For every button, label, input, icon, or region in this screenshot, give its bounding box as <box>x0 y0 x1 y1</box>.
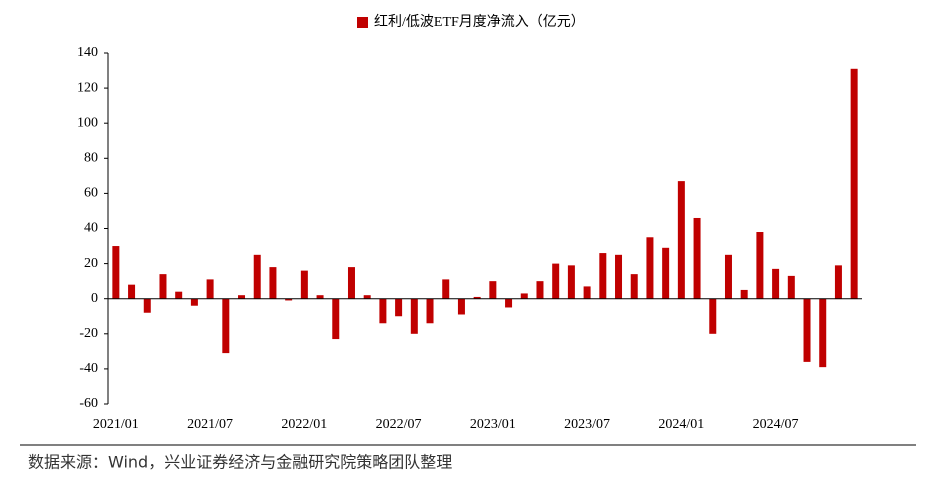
bar <box>473 296 481 299</box>
y-tick-label: 40 <box>84 221 98 236</box>
bar <box>693 217 701 299</box>
y-tick-label: 20 <box>84 256 98 271</box>
bar <box>787 275 795 299</box>
bar <box>552 263 560 299</box>
bar <box>772 268 780 299</box>
y-tick-label: -20 <box>79 326 98 341</box>
bar <box>128 284 136 299</box>
bar <box>599 253 607 299</box>
bar <box>363 295 371 299</box>
bar <box>803 298 811 362</box>
bar <box>112 246 120 299</box>
bar <box>709 298 717 334</box>
bar <box>646 237 654 299</box>
bar <box>536 281 544 299</box>
bar <box>489 281 497 299</box>
x-tick-label: 2022/01 <box>281 417 327 432</box>
bar <box>850 68 858 299</box>
bar <box>630 274 638 299</box>
bar <box>316 295 324 299</box>
bar <box>615 254 623 299</box>
x-tick-label: 2023/07 <box>564 417 610 432</box>
bar <box>190 298 198 306</box>
bar <box>269 267 277 299</box>
bar <box>724 254 732 299</box>
legend-label: 红利/低波ETF月度净流入（亿元） <box>374 14 585 30</box>
bar <box>238 295 246 299</box>
bar <box>819 298 827 368</box>
bar <box>662 247 670 299</box>
bar <box>426 298 434 324</box>
y-tick-label: 100 <box>77 115 98 130</box>
x-tick-label: 2024/01 <box>658 417 704 432</box>
x-tick-label: 2023/01 <box>470 417 516 432</box>
bar <box>677 181 685 299</box>
bar <box>756 232 764 299</box>
bar <box>457 298 465 315</box>
bar <box>159 274 167 299</box>
bar <box>567 265 575 299</box>
bar <box>222 298 230 354</box>
bar <box>285 298 293 301</box>
y-tick-label: 80 <box>84 151 98 166</box>
y-tick-label: -60 <box>79 396 98 411</box>
y-tick-label: 0 <box>91 291 98 306</box>
bar <box>206 279 214 299</box>
bar <box>175 291 183 299</box>
x-tick-label: 2022/07 <box>376 417 422 432</box>
bar <box>379 298 387 324</box>
x-tick-label: 2021/01 <box>93 417 139 432</box>
bar <box>442 279 450 299</box>
y-tick-label: 140 <box>77 45 98 60</box>
y-tick-label: 60 <box>84 186 98 201</box>
bar <box>395 298 403 317</box>
bar <box>410 298 418 334</box>
bar <box>347 267 355 299</box>
bar <box>583 286 591 299</box>
bar <box>143 298 151 313</box>
y-tick-label: 120 <box>77 80 98 95</box>
bar <box>300 270 308 299</box>
legend-swatch <box>357 17 368 28</box>
source-note: 数据来源：Wind，兴业证券经济与金融研究院策略团队整理 <box>28 453 452 472</box>
bar <box>520 293 528 299</box>
bar <box>740 289 748 299</box>
bar <box>253 254 261 299</box>
x-tick-label: 2021/07 <box>187 417 233 432</box>
bar <box>505 298 513 308</box>
x-tick-label: 2024/07 <box>753 417 799 432</box>
bar <box>834 265 842 299</box>
bar <box>332 298 340 340</box>
y-tick-label: -40 <box>79 361 98 376</box>
